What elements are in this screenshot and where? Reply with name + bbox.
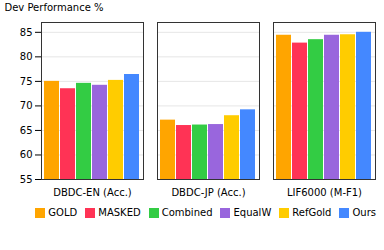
svg-text:70: 70 — [20, 100, 33, 111]
html-text:Combined: Combined — [161, 207, 213, 218]
svg-text:DBDC-EN (Acc.): DBDC-EN (Acc.) — [53, 187, 132, 198]
svg-text:LIF6000 (M-F1): LIF6000 (M-F1) — [287, 187, 362, 198]
html-text:EqualW: EqualW — [233, 207, 272, 218]
svg-text:Dev Performance %: Dev Performance % — [5, 2, 104, 13]
html-text:RefGold: RefGold — [292, 207, 332, 218]
svg-text:DBDC-JP (Acc.): DBDC-JP (Acc.) — [171, 187, 245, 198]
svg-text:65: 65 — [20, 125, 33, 136]
svg-text:85: 85 — [20, 27, 33, 38]
svg-text:60: 60 — [20, 149, 33, 160]
svg-text:75: 75 — [20, 76, 33, 87]
html-text:Ours: Ours — [352, 207, 376, 218]
svg-text:80: 80 — [20, 51, 33, 62]
html-text:GOLD: GOLD — [48, 207, 78, 218]
svg-text:55: 55 — [20, 174, 33, 185]
html-text:MASKED: MASKED — [98, 207, 141, 218]
